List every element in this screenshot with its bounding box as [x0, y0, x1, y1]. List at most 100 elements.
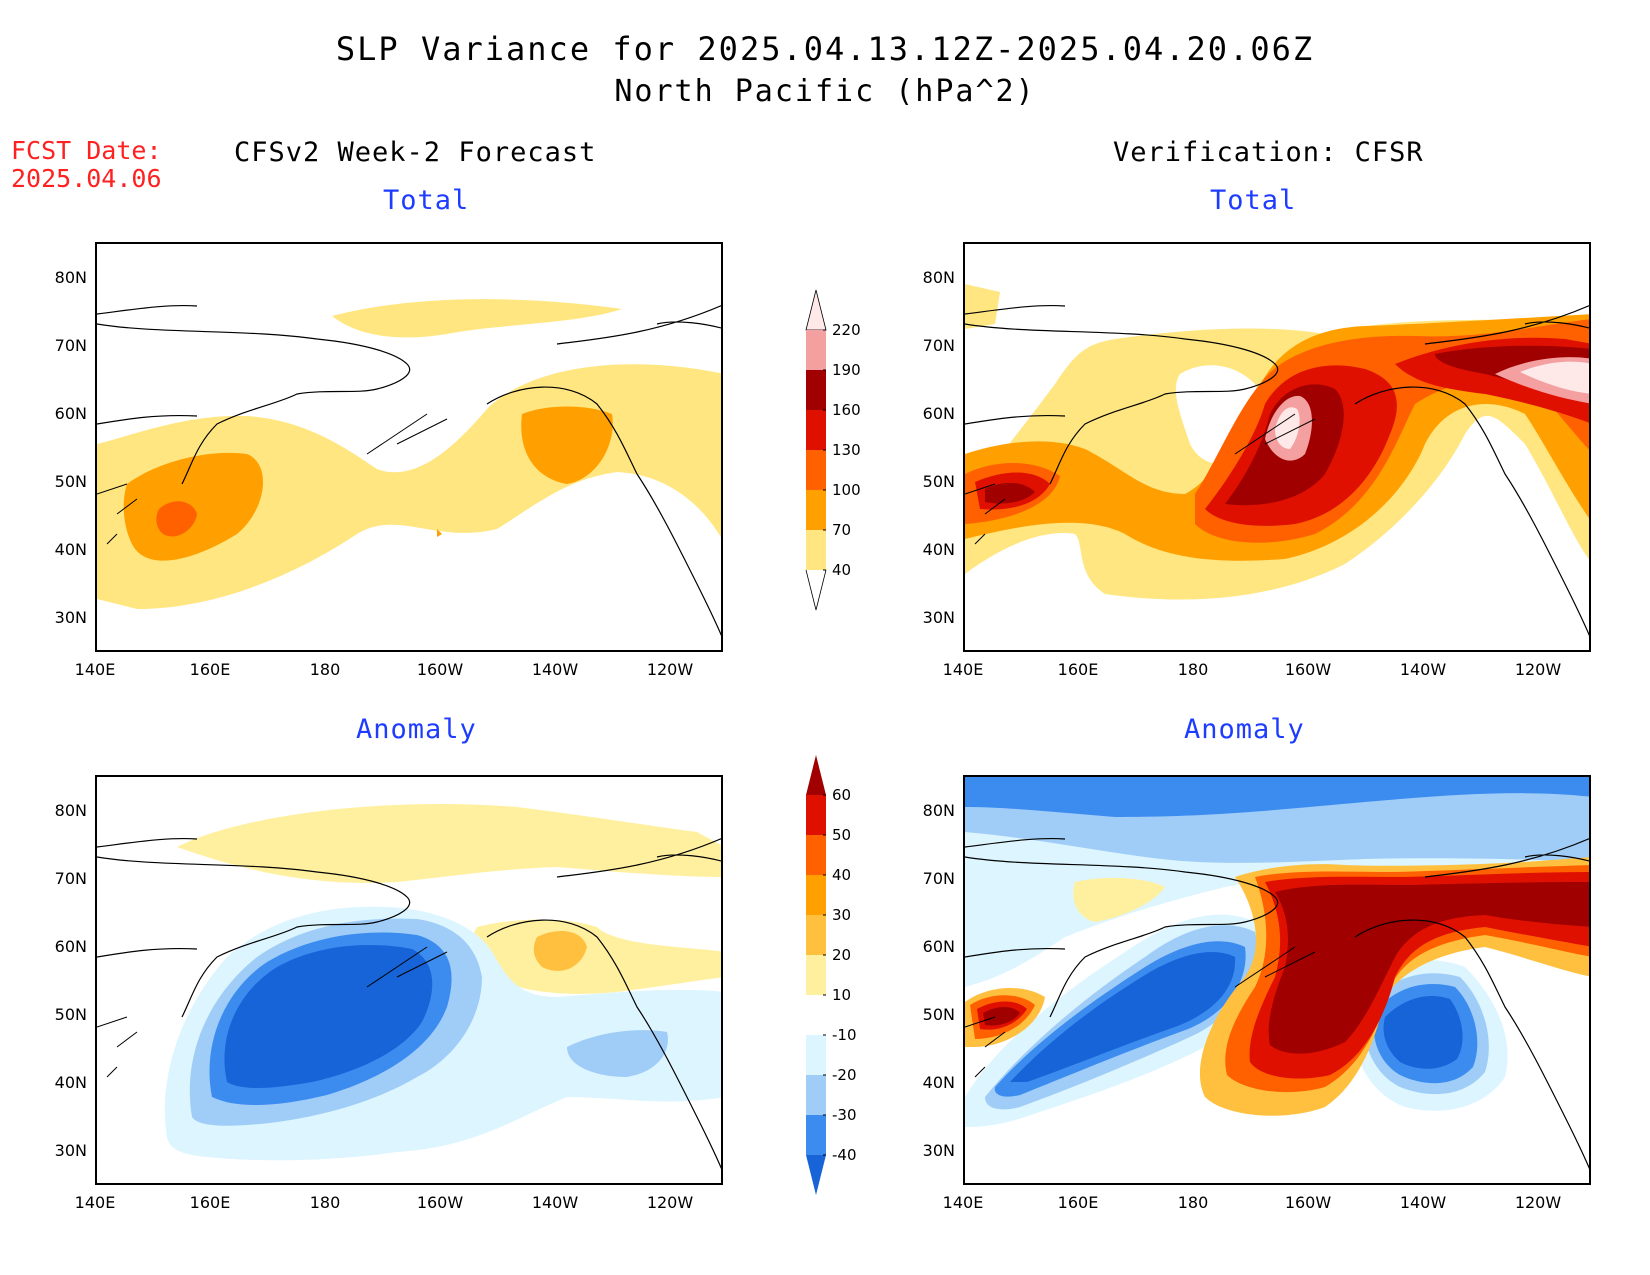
- lat-label: 60N: [922, 937, 955, 956]
- lat-label: 40N: [54, 540, 87, 559]
- lon-label: 180: [1177, 1193, 1209, 1212]
- lon-label: 160E: [189, 660, 231, 679]
- lon-label: 140W: [1399, 1193, 1447, 1212]
- lat-label: 40N: [922, 540, 955, 559]
- lat-label: 50N: [922, 1005, 955, 1024]
- colorbar-anomaly-swatch: [806, 875, 826, 915]
- map-panel-fcst-total: [95, 242, 723, 652]
- panel-subtitle-fcst-total: Total: [383, 185, 470, 216]
- lat-label: 60N: [54, 404, 87, 423]
- lat-label: 50N: [54, 472, 87, 491]
- lon-label: 120W: [1514, 1193, 1562, 1212]
- lat-label: 30N: [54, 1141, 87, 1160]
- lon-label: 120W: [1514, 660, 1562, 679]
- panel-subtitle-fcst-anomaly: Anomaly: [356, 714, 477, 745]
- colorbar-total-tick-label: 70: [832, 521, 851, 539]
- lat-label: 70N: [54, 336, 87, 355]
- lat-label: 30N: [922, 1141, 955, 1160]
- colorbar-total-top-arrow: [805, 289, 827, 331]
- lat-label: 40N: [54, 1073, 87, 1092]
- colorbar-anomaly-swatch: [806, 955, 826, 995]
- lon-label: 140E: [74, 660, 116, 679]
- colorbar-total-tick-label: 100: [832, 481, 861, 499]
- colorbar-total-swatch: [806, 530, 826, 570]
- colorbar-anomaly-tick-label: -30: [832, 1106, 857, 1124]
- lon-label: 140E: [942, 1193, 984, 1212]
- right-column-header: Verification: CFSR: [1113, 137, 1424, 168]
- colorbar-anomaly-tick-label: 50: [832, 826, 851, 844]
- colorbar-anomaly-tick-label: 40: [832, 866, 851, 884]
- colorbar-anomaly-swatch: [806, 915, 826, 955]
- lon-label: 140E: [74, 1193, 116, 1212]
- colorbar-total-swatch: [806, 370, 826, 410]
- colorbar-anomaly-tick-label: -40: [832, 1146, 857, 1164]
- lat-label: 60N: [922, 404, 955, 423]
- colorbar-anomaly-bottom-arrow: [806, 1155, 826, 1195]
- colorbar-total-bottom-arrow: [805, 569, 827, 611]
- contour-map-fcst-total: [97, 299, 721, 636]
- lon-label: 120W: [646, 1193, 694, 1212]
- forecast-date: FCST Date: 2025.04.06: [11, 137, 162, 193]
- panel-subtitle-verif-anomaly: Anomaly: [1184, 714, 1305, 745]
- colorbar-anomaly: 60 50 40 30 20 10 -10 -20 -30 -40: [806, 755, 857, 1195]
- colorbar-total: 40 70 100 130 160 190 220: [805, 289, 861, 611]
- colorbar-total-tick-label: 130: [832, 441, 861, 459]
- contour-map-verif-total: [965, 284, 1589, 636]
- colorbar-anomaly-tick-label: 20: [832, 946, 851, 964]
- lon-label: 120W: [646, 660, 694, 679]
- lat-label: 40N: [922, 1073, 955, 1092]
- forecast-date-label: FCST Date:: [11, 136, 162, 165]
- colorbar-anomaly-swatch: [806, 1075, 826, 1115]
- colorbar-anomaly-top-arrow: [806, 755, 826, 795]
- lat-label: 70N: [922, 869, 955, 888]
- forecast-date-value: 2025.04.06: [11, 164, 162, 193]
- colorbar-total-swatch: [806, 490, 826, 530]
- lon-label: 160W: [416, 1193, 464, 1212]
- lon-label: 160W: [416, 660, 464, 679]
- lon-label: 160E: [189, 1193, 231, 1212]
- lon-label: 140W: [531, 1193, 579, 1212]
- colorbar-total-swatch: [806, 330, 826, 370]
- colorbar-anomaly-swatch: [806, 1035, 826, 1075]
- lon-label: 160E: [1057, 1193, 1099, 1212]
- lon-label: 160E: [1057, 660, 1099, 679]
- lat-label: 80N: [922, 268, 955, 287]
- colorbar-anomaly-tick-label: 10: [832, 986, 851, 1004]
- panel-subtitle-verif-total: Total: [1210, 185, 1297, 216]
- colorbar-total-tick-label: 220: [832, 321, 861, 339]
- lat-label: 30N: [54, 608, 87, 627]
- colorbar-total-swatch: [806, 450, 826, 490]
- contour-map-fcst-anomaly: [97, 803, 721, 1169]
- lat-label: 30N: [922, 608, 955, 627]
- lat-label: 70N: [922, 336, 955, 355]
- lat-label: 50N: [54, 1005, 87, 1024]
- colorbar-total-swatch: [806, 410, 826, 450]
- colorbar-anomaly-tick-label: -20: [832, 1066, 857, 1084]
- figure-title-line2: North Pacific (hPa^2): [614, 74, 1036, 109]
- lon-label: 140W: [1399, 660, 1447, 679]
- left-column-header: CFSv2 Week-2 Forecast: [234, 137, 597, 168]
- lon-label: 140W: [531, 660, 579, 679]
- lon-label: 180: [1177, 660, 1209, 679]
- colorbar-anomaly-swatch: [806, 1115, 826, 1155]
- lon-label: 180: [309, 660, 341, 679]
- colorbar-anomaly-swatch: [806, 795, 826, 835]
- lat-label: 80N: [54, 268, 87, 287]
- lat-label: 60N: [54, 937, 87, 956]
- lat-label: 70N: [54, 869, 87, 888]
- map-panel-verif-anomaly: [963, 775, 1591, 1185]
- colorbar-total-tick-label: 160: [832, 401, 861, 419]
- lat-label: 50N: [922, 472, 955, 491]
- figure-title-line1: SLP Variance for 2025.04.13.12Z-2025.04.…: [335, 30, 1315, 68]
- colorbar-anomaly-tick-label: 60: [832, 786, 851, 804]
- lon-label: 140E: [942, 660, 984, 679]
- lon-label: 160W: [1284, 1193, 1332, 1212]
- map-panel-verif-total: [963, 242, 1591, 652]
- colorbar-total-tick-label: 190: [832, 361, 861, 379]
- contour-map-verif-anomaly: [965, 777, 1589, 1169]
- lat-label: 80N: [922, 801, 955, 820]
- lon-label: 180: [309, 1193, 341, 1212]
- colorbar-anomaly-tick-label: 30: [832, 906, 851, 924]
- colorbar-anomaly-swatch: [806, 995, 826, 1035]
- colorbar-anomaly-swatch: [806, 835, 826, 875]
